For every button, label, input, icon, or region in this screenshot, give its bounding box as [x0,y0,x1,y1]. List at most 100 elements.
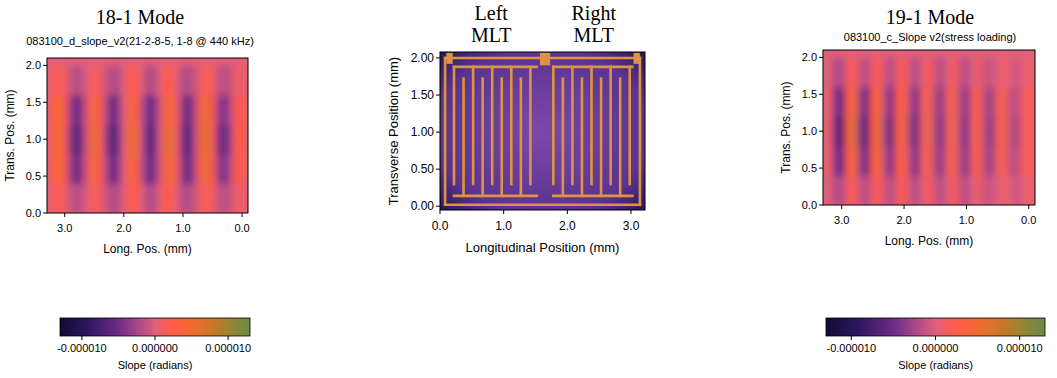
heat-cell [832,146,839,176]
x-tick-label: 2.0 [896,214,911,226]
electrode [590,67,593,184]
heat-cell [957,175,964,205]
heat-cell [907,87,914,117]
x-tick-label: 0.0 [432,219,449,233]
heat-cell [926,175,933,205]
heat-cell [91,95,97,125]
y-tick [819,131,823,132]
heat-cell [870,146,877,176]
heat-cell [895,175,902,205]
y-tick [43,65,47,66]
heat-cell [233,124,239,154]
heat-cell [970,146,977,176]
bond-pad [540,53,550,66]
heat-cell [864,87,871,117]
heat-cell [50,183,56,213]
heat-cell [115,124,121,154]
heat-cell [864,146,871,176]
heat-cell [168,154,174,184]
heat-cell [938,57,945,87]
y-tick [819,57,823,58]
heat-cell [162,65,168,95]
heat-cell [50,95,56,125]
heat-cell [876,87,883,117]
heat-cell [198,183,204,213]
electrode [619,79,622,196]
heat-cell [198,95,204,125]
electrode [445,204,640,207]
heat-cell [215,65,221,95]
heat-cell [913,87,920,117]
heat-cell [80,183,86,213]
cells [826,57,1032,205]
heat-cell [957,116,964,146]
panel-subtitle: 083100_d_slope_v2(21-2-8-5, 1-8 @ 440 kH… [26,35,254,47]
panel-title: 18-1 Mode [96,6,184,28]
x-tick [841,205,842,209]
heat-cell [192,95,198,125]
heat-cell [156,183,162,213]
heat-cell [932,57,939,87]
heat-cell [109,65,115,95]
heat-cell [1013,146,1020,176]
heat-cell [963,116,970,146]
heat-cell [139,65,145,95]
heat-cell [982,146,989,176]
heat-cell [80,124,86,154]
y-tick-label: 0.50 [411,162,435,176]
heat-cell [68,183,74,213]
y-tick-label: 2.0 [26,59,41,71]
heat-cell [133,154,139,184]
cells-clip [50,65,246,213]
heat-cell [186,65,192,95]
heat-cell [988,146,995,176]
heat-cell [68,154,74,184]
heat-cell [963,146,970,176]
heat-cell [857,175,864,205]
plot-frame [440,52,645,210]
x-tick [503,210,504,214]
heat-cell [901,116,908,146]
title-line: MLT [471,24,511,46]
heat-cell [1001,87,1008,117]
heat-cell [215,124,221,154]
heat-cell [121,124,127,154]
heat-cell [62,124,68,154]
x-tick [182,213,183,217]
heat-cell [103,154,109,184]
y-tick [43,176,47,177]
heat-cell [156,95,162,125]
heat-cell [839,175,846,205]
heat-cell [121,183,127,213]
heat-cell [976,146,983,176]
heat-cell [870,175,877,205]
heat-cell [957,146,964,176]
heat-cell [145,124,151,154]
heat-cell [162,95,168,125]
heat-cell [221,124,227,154]
heat-cell [174,154,180,184]
electrode [472,67,475,184]
colorbar [60,318,250,336]
electrode [462,79,465,196]
panel-title: 19-1 Mode [886,6,974,28]
heat-cell [1019,57,1026,87]
heat-cell [109,95,115,125]
heat-cell [239,124,245,154]
heat-cell [1001,175,1008,205]
x-axis-title: Long. Pos. (mm) [885,234,974,248]
heat-cell [239,183,245,213]
heat-cell [832,87,839,117]
electrode [491,67,494,184]
heat-cell [156,154,162,184]
heat-cell [227,124,233,154]
heat-cell [845,57,852,87]
heat-cell [970,57,977,87]
heat-cell [97,124,103,154]
heat-cell [215,183,221,213]
heat-cell [839,57,846,87]
electrode [454,195,537,198]
heat-cell [963,175,970,205]
heat-cell [888,175,895,205]
heat-cell [951,146,958,176]
